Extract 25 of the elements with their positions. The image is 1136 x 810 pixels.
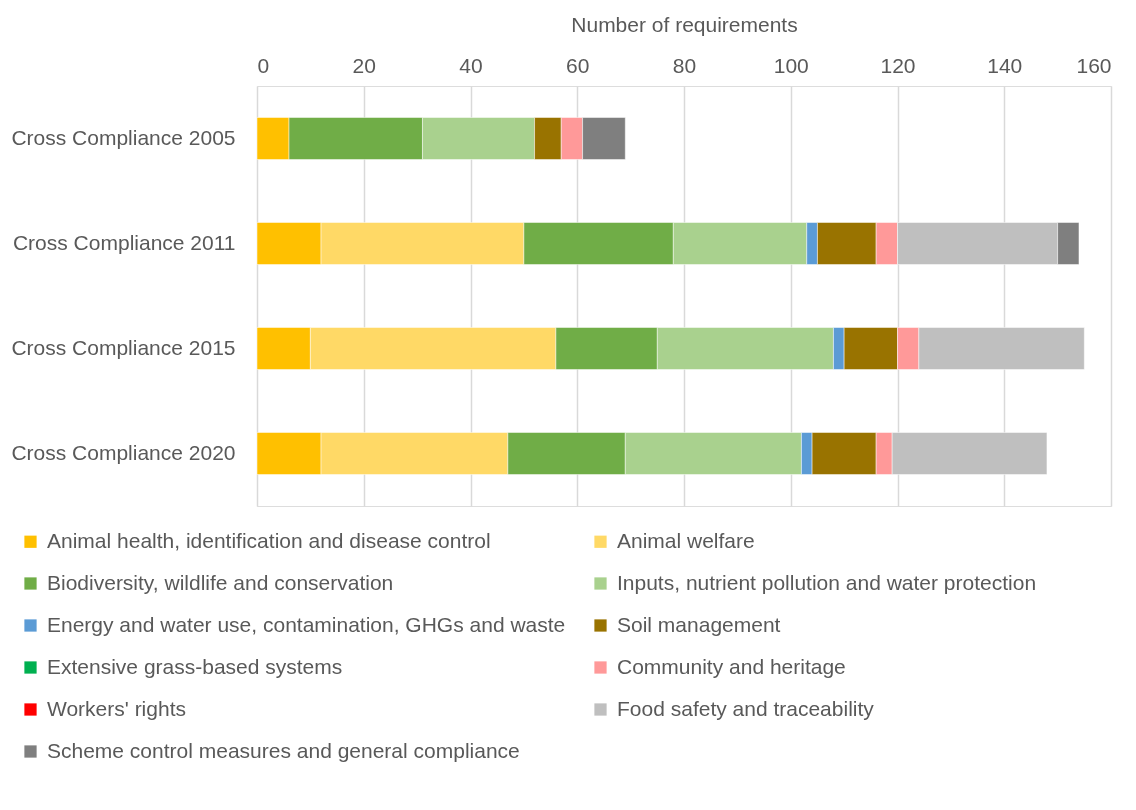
x-tick-label: 60 — [566, 53, 590, 77]
y-tick-label: Cross Compliance 2005 — [11, 125, 236, 149]
legend-label: Inputs, nutrient pollution and water protection — [617, 570, 1037, 594]
legend-label: Community and heritage — [617, 654, 846, 678]
x-tick-label: 40 — [459, 53, 483, 77]
x-tick-label: 20 — [352, 53, 376, 77]
y-tick-label: Cross Compliance 2020 — [11, 440, 236, 464]
legend-label: Biodiversity, wildlife and conservation — [47, 570, 394, 594]
x-axis-title: Number of requirements — [571, 12, 798, 36]
legend-label: Workers' rights — [47, 696, 186, 720]
legend-label: Extensive grass-based systems — [47, 654, 343, 678]
x-tick-label: 0 — [257, 53, 270, 77]
legend-label: Animal welfare — [617, 528, 755, 552]
x-tick-label: 80 — [672, 53, 697, 77]
legend-label: Animal health, identification and disease control — [47, 528, 491, 552]
x-tick-label: 160 — [1076, 53, 1112, 77]
x-tick-label: 100 — [773, 53, 809, 77]
x-tick-label: 140 — [987, 53, 1023, 77]
x-tick-label: 120 — [880, 53, 916, 77]
legend-label: Soil management — [617, 612, 781, 636]
y-tick-label: Cross Compliance 2011 — [12, 230, 236, 254]
y-tick-label: Cross Compliance 2015 — [11, 335, 236, 359]
legend-label: Energy and water use, contamination, GHGs and waste — [47, 612, 566, 636]
legend-label: Food safety and traceability — [617, 696, 875, 720]
legend-label: Scheme control measures and general compliance — [47, 738, 520, 762]
